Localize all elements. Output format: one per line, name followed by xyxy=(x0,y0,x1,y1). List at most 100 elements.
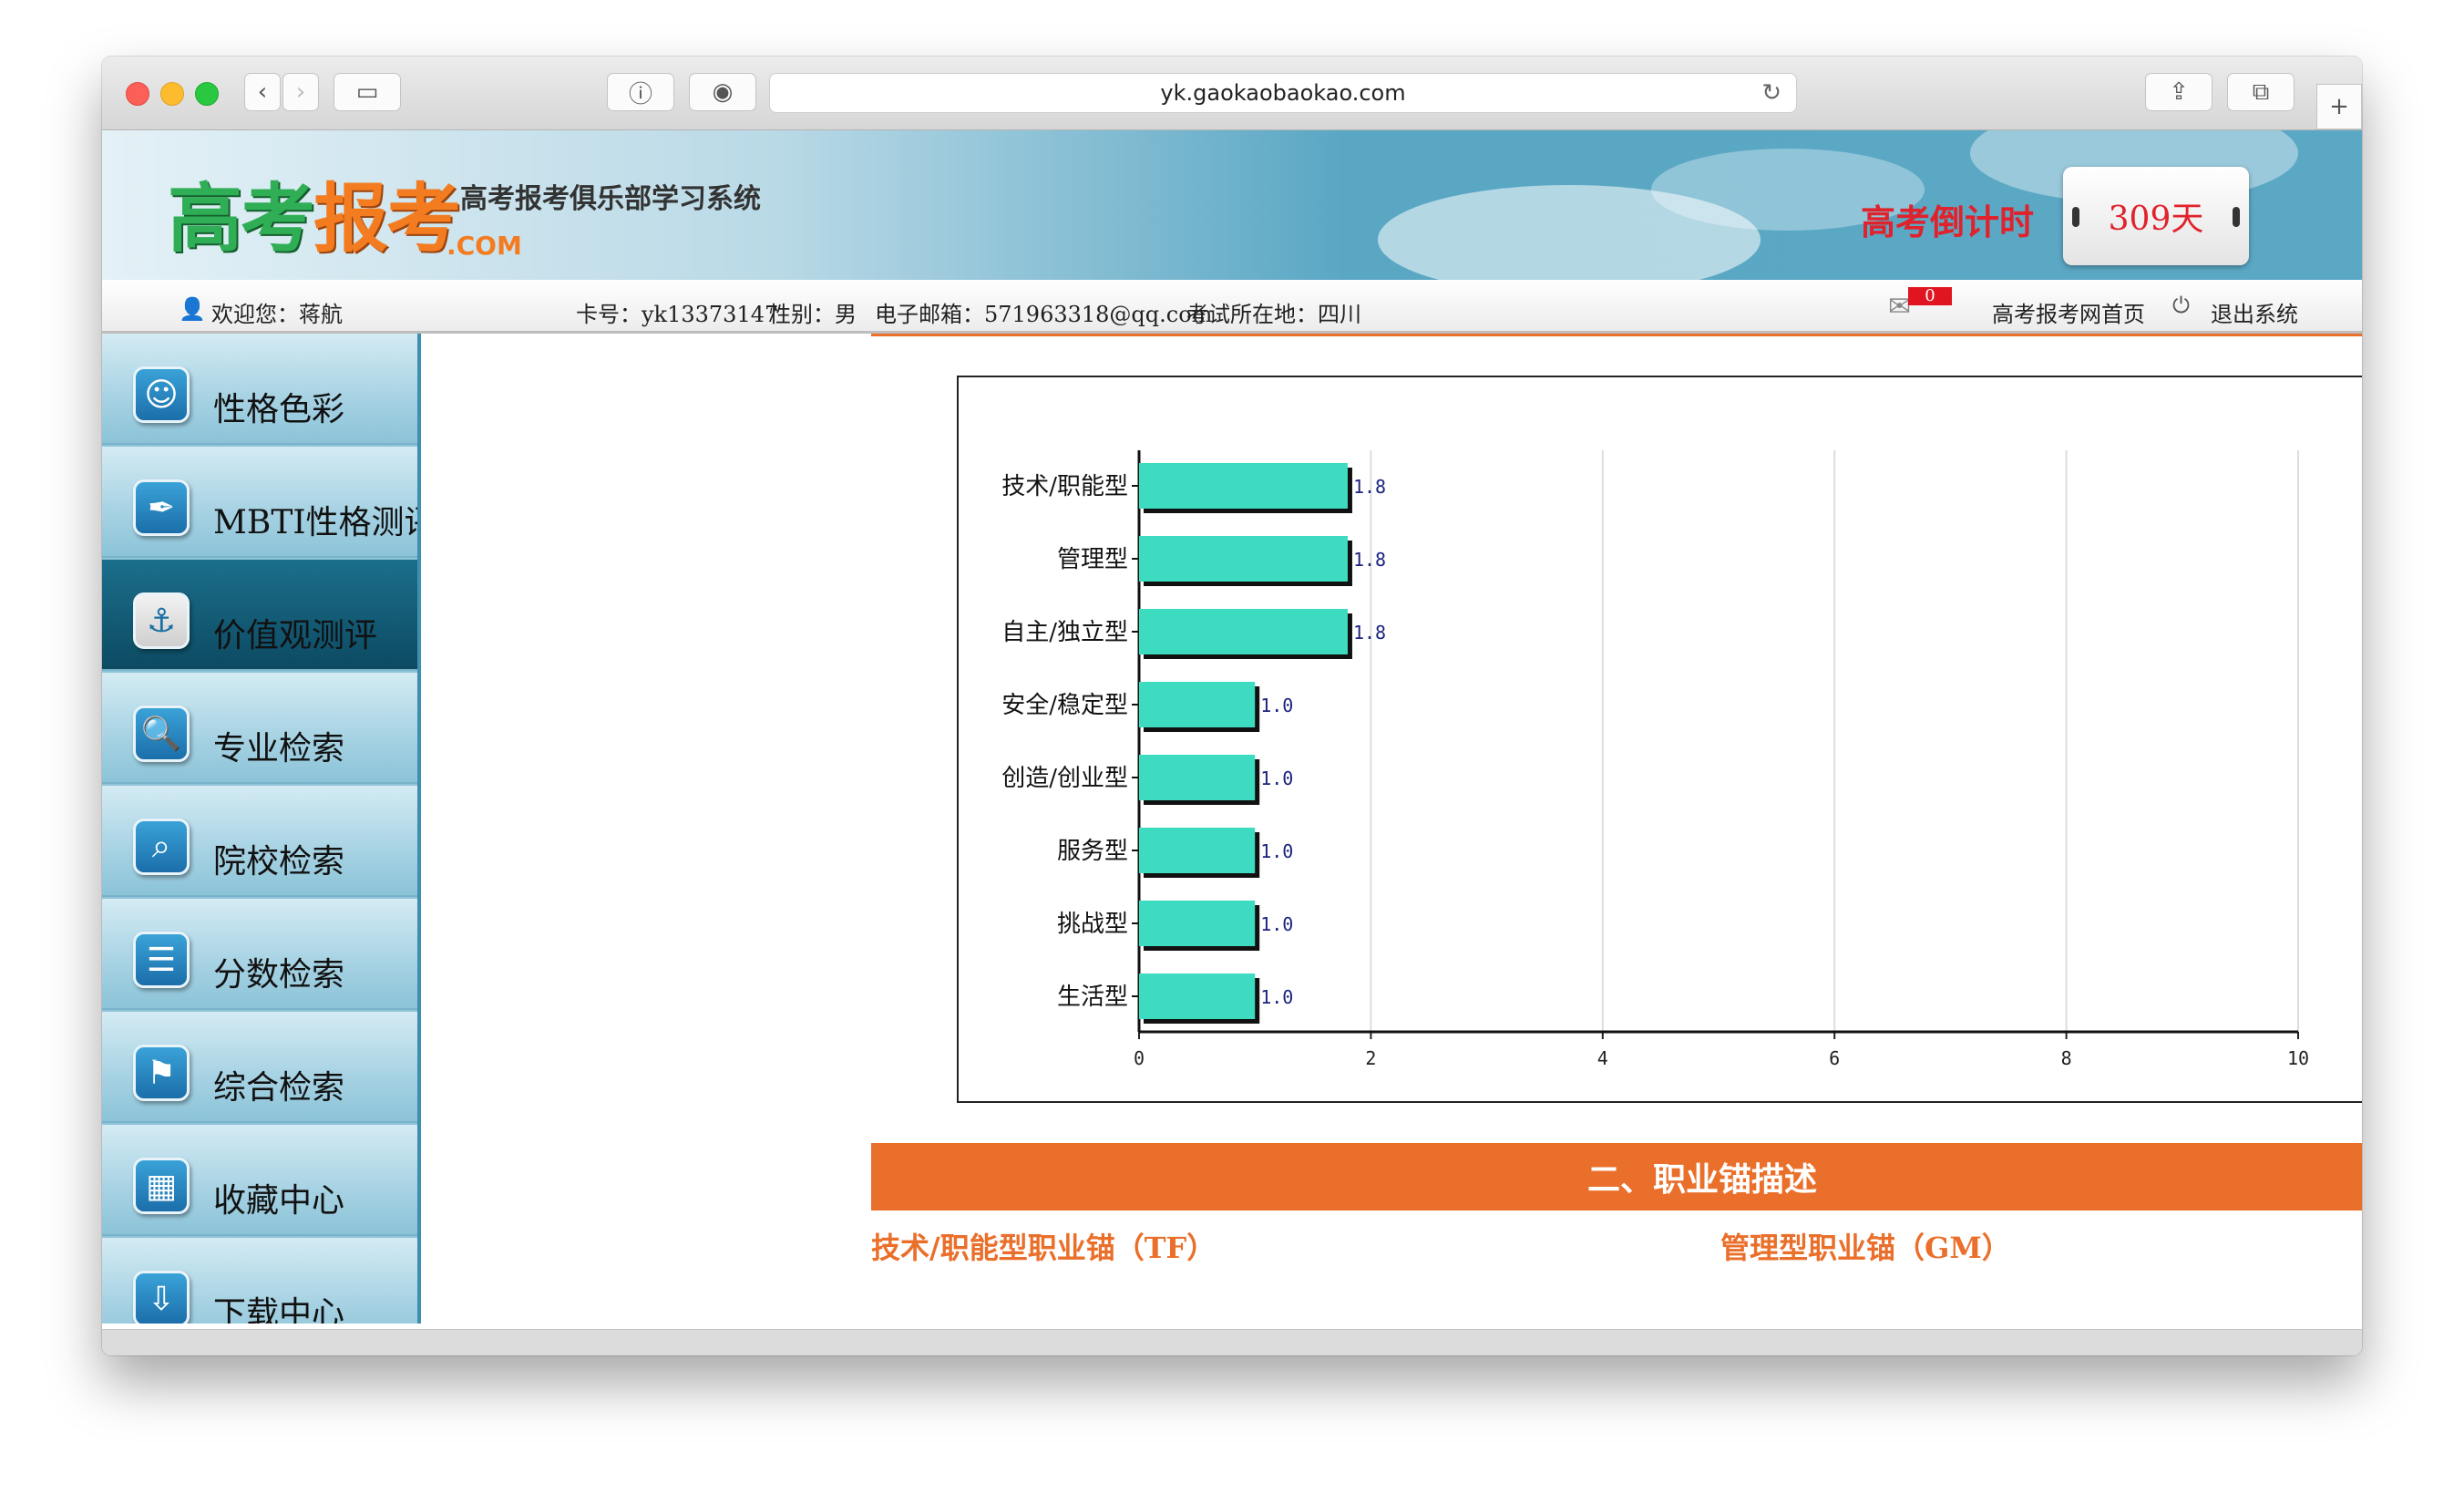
sidebar-icon: ▭ xyxy=(355,78,379,106)
site-logo[interactable]: 高考报考 xyxy=(168,158,461,266)
value-label: 1.8 xyxy=(1353,622,1386,644)
logout-link[interactable]: 退出系统 xyxy=(2211,302,2298,327)
window-bottom-bar xyxy=(102,1329,2362,1355)
bar xyxy=(1139,828,1256,873)
x-tick-label: 6 xyxy=(1829,1047,1840,1069)
sidebar-item-score-search[interactable]: ☰ 分数检索 xyxy=(102,899,417,1010)
sidebar-item-comprehensive-search[interactable]: ⚑ 综合检索 xyxy=(102,1012,417,1123)
chevron-left-icon: ‹ xyxy=(257,78,268,106)
exam-location-text: 考试所在地：四川 xyxy=(1186,302,1361,327)
category-label: 技术/职能型 xyxy=(1001,473,1128,500)
address-bar[interactable]: yk.gaokaobaokao.com ↻ xyxy=(769,73,1797,113)
sidebar-item-favorites[interactable]: ▦ 收藏中心 xyxy=(102,1125,417,1236)
x-tick-label: 2 xyxy=(1365,1047,1376,1069)
zoom-window-button[interactable] xyxy=(195,82,219,106)
bar xyxy=(1139,755,1256,800)
logo-suffix: .COM xyxy=(447,231,522,261)
sidebar-item-downloads[interactable]: ⇩ 下载中心 xyxy=(102,1238,417,1324)
category-label: 服务型 xyxy=(1057,838,1128,865)
browser-titlebar: ‹ › ▭ ⓘ ◉ yk.gaokaobaokao.com ↻ ⇪ ⧉ + xyxy=(102,57,2362,130)
share-button[interactable]: ⇪ xyxy=(2145,73,2212,111)
value-label: 1.0 xyxy=(1260,913,1293,935)
chevron-right-icon: › xyxy=(295,78,306,106)
sidebar-item-mbti[interactable]: ✒ MBTI性格测评 xyxy=(102,447,417,558)
back-button[interactable]: ‹ xyxy=(244,73,281,111)
site-banner: 高考报考 .COM 高考报考俱乐部学习系统 高考倒计时 309天 xyxy=(102,130,2362,280)
building-icon: ▦ xyxy=(133,1158,190,1214)
sidebar-toggle-button[interactable]: ▭ xyxy=(334,73,401,111)
feather-icon: ✒ xyxy=(133,479,190,536)
download-icon: ⇩ xyxy=(133,1271,190,1324)
user-icon: 👤 xyxy=(179,296,206,322)
anchor-title-tf: 技术/职能型职业锚（TF） xyxy=(871,1231,1217,1265)
info-circle-icon: ⓘ xyxy=(628,80,652,108)
divider-line xyxy=(871,334,2362,336)
shield-icon: ◉ xyxy=(712,78,734,106)
reader-button[interactable]: ⓘ xyxy=(607,73,674,111)
welcome-text: 欢迎您：蒋航 xyxy=(211,302,343,327)
bar xyxy=(1139,609,1348,654)
url-text: yk.gaokaobaokao.com xyxy=(1160,80,1406,106)
countdown-display: 309天 xyxy=(2063,167,2249,265)
list-icon: ☰ xyxy=(133,932,190,988)
cloud-decoration xyxy=(1378,185,1761,280)
sidebar-item-values[interactable]: ⚓ 价值观测评 xyxy=(102,560,417,671)
anchor-icon: ⚓ xyxy=(133,592,190,649)
sidebar-item-label: 院校检索 xyxy=(213,843,345,881)
sidebar-item-school-search[interactable]: ⌕ 院校检索 xyxy=(102,786,417,897)
value-label: 1.0 xyxy=(1260,840,1293,862)
value-label: 1.0 xyxy=(1260,767,1293,789)
bar xyxy=(1139,901,1256,946)
sidebar-item-label: 收藏中心 xyxy=(213,1182,345,1220)
sidebar-menu: ☺ 性格色彩 ✒ MBTI性格测评 ⚓ 价值观测评 🔍 专业检索 ⌕ 院校检索 … xyxy=(102,334,421,1324)
email-text: 电子邮箱：571963318@qq.com xyxy=(875,302,1213,327)
signpost-icon: ⚑ xyxy=(133,1045,190,1101)
category-label: 安全/稳定型 xyxy=(1001,692,1128,719)
mail-icon[interactable]: ✉ xyxy=(1888,291,1912,323)
minimize-window-button[interactable] xyxy=(160,82,184,106)
share-icon: ⇪ xyxy=(2169,78,2189,106)
close-window-button[interactable] xyxy=(126,82,149,106)
section-header: 二、职业锚描述 xyxy=(871,1143,2362,1210)
browser-window: ‹ › ▭ ⓘ ◉ yk.gaokaobaokao.com ↻ ⇪ ⧉ + 高考… xyxy=(102,57,2362,1355)
main-content: 0 2 4 6 8 10 技术/职能型 1.8 管理型 1.8 自主/独立型 1.8 安全/稳定型 1.0… xyxy=(421,334,2362,1324)
cloud-decoration xyxy=(1651,149,1925,231)
plus-icon: + xyxy=(2329,93,2349,120)
power-icon[interactable]: ⏻ xyxy=(2172,293,2190,318)
sidebar-item-label: 性格色彩 xyxy=(213,391,345,428)
school-search-icon: ⌕ xyxy=(133,819,190,875)
tabs-icon: ⧉ xyxy=(2252,77,2270,106)
home-link[interactable]: 高考报考网首页 xyxy=(1992,302,2145,327)
sidebar-item-personality-color[interactable]: ☺ 性格色彩 xyxy=(102,334,417,445)
category-label: 挑战型 xyxy=(1057,911,1128,938)
chart-svg: 0 2 4 6 8 10 技术/职能型 1.8 管理型 1.8 自主/独立型 1.8 安全/稳定型 1.0… xyxy=(1001,450,2309,1069)
value-label: 1.0 xyxy=(1260,695,1293,716)
bar xyxy=(1139,973,1256,1019)
sidebar-item-label: MBTI性格测评 xyxy=(213,504,421,541)
site-slogan: 高考报考俱乐部学习系统 xyxy=(460,183,761,215)
logo-text-1: 高考 xyxy=(168,176,315,263)
sidebar-item-label: 下载中心 xyxy=(213,1295,345,1324)
anchor-title-gm: 管理型职业锚（GM） xyxy=(1720,1231,2011,1265)
value-label: 1.8 xyxy=(1353,476,1386,498)
value-label: 1.8 xyxy=(1353,549,1386,571)
sidebar-item-major-search[interactable]: 🔍 专业检索 xyxy=(102,673,417,784)
reload-icon[interactable]: ↻ xyxy=(1761,79,1781,107)
sidebar-item-label: 价值观测评 xyxy=(213,617,378,654)
category-label: 生活型 xyxy=(1057,984,1128,1011)
career-anchor-chart: 0 2 4 6 8 10 技术/职能型 1.8 管理型 1.8 自主/独立型 1.8 安全/稳定型 1.0… xyxy=(957,376,2362,1103)
x-tick-label: 8 xyxy=(2061,1047,2072,1069)
tabs-button[interactable]: ⧉ xyxy=(2227,73,2295,111)
mask-icon: ☺ xyxy=(133,366,190,423)
sidebar-item-label: 综合检索 xyxy=(213,1069,345,1107)
forward-button[interactable]: › xyxy=(282,73,319,111)
mail-count-badge: 0 xyxy=(1908,287,1952,305)
category-label: 管理型 xyxy=(1057,546,1128,573)
card-number: 卡号：yk13373147 xyxy=(576,302,779,327)
countdown-value: 309天 xyxy=(2108,201,2204,238)
category-label: 自主/独立型 xyxy=(1001,619,1128,646)
new-tab-button[interactable]: + xyxy=(2316,84,2362,129)
x-tick-label: 0 xyxy=(1134,1047,1145,1069)
privacy-button[interactable]: ◉ xyxy=(689,73,756,111)
knob-decoration xyxy=(2233,207,2240,227)
